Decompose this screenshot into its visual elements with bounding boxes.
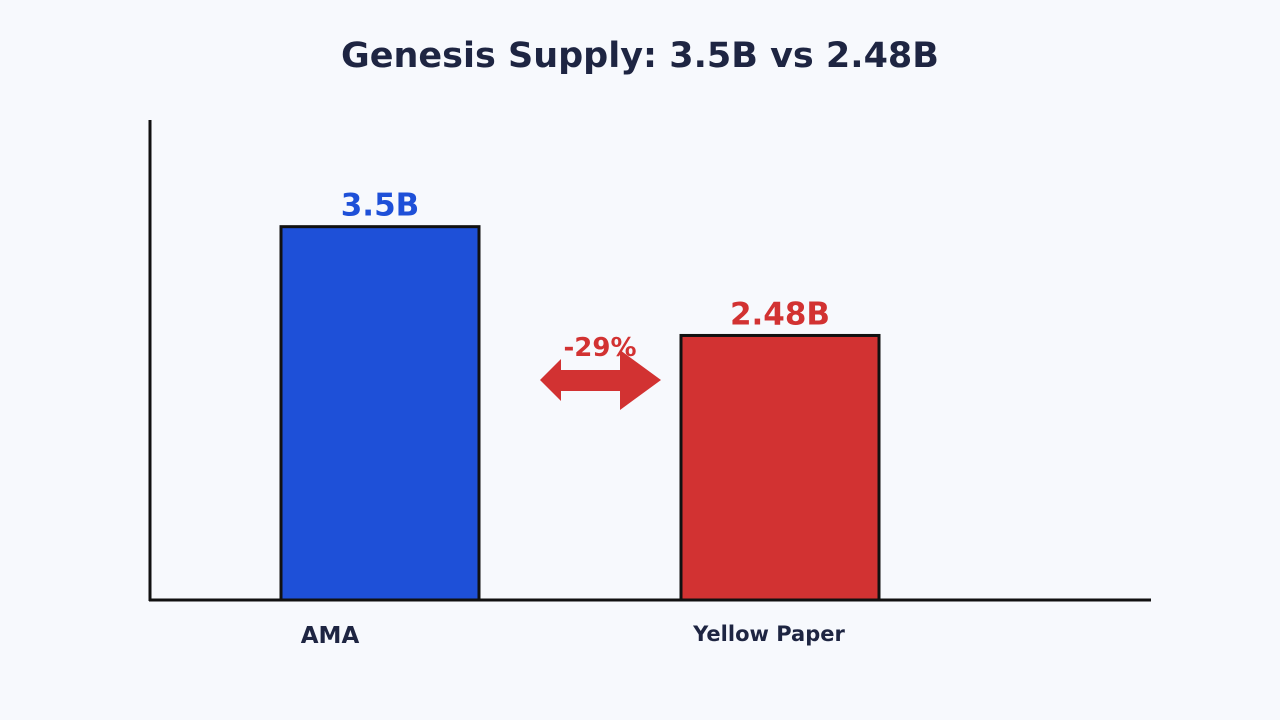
double-arrow-icon (540, 350, 661, 410)
bar-1 (679, 333, 881, 602)
bars-layer: 3.5B AMA 2.48B Yellow Paper (279, 188, 881, 649)
bar-value-label-0: 3.5B (341, 188, 420, 224)
bar-value-label-1: 2.48B (730, 296, 830, 332)
category-label-1: Yellow Paper (692, 622, 845, 646)
bar-0 (279, 225, 481, 602)
difference-label: -29% (563, 333, 636, 363)
category-label-0: AMA (301, 623, 360, 649)
difference-annotation: -29% (540, 333, 661, 410)
chart-title: Genesis Supply: 3.5B vs 2.48B (341, 36, 939, 76)
